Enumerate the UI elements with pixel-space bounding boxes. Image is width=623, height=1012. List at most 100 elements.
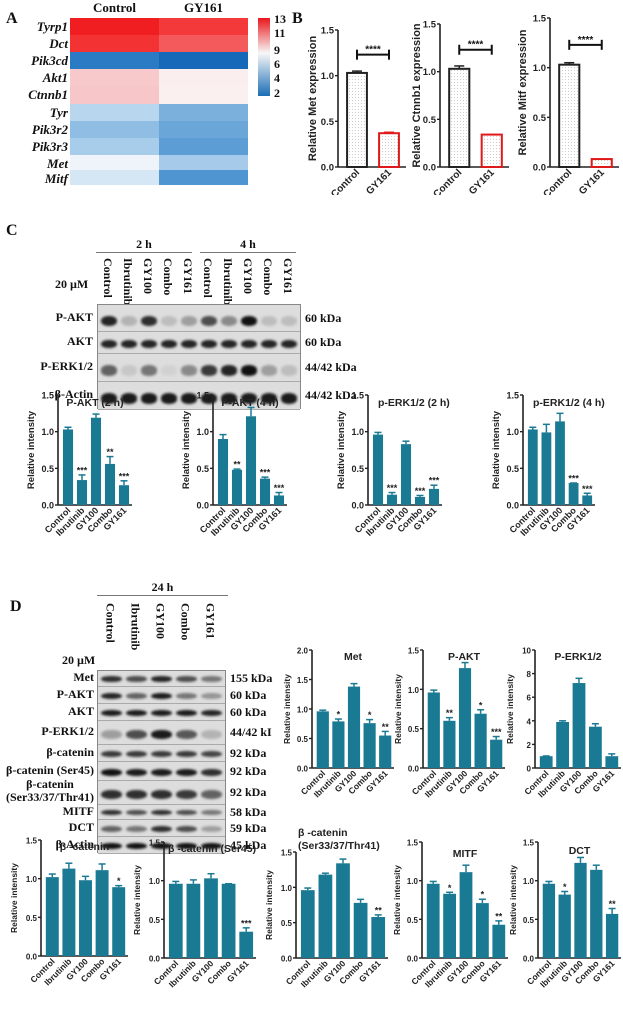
lane-label: Combo: [178, 603, 193, 641]
chart-beta-catenin-ser33: 0.0 0.5 1.0 1.5 Relative intensity Control Ibr…: [260, 825, 390, 1007]
svg-text:0.0: 0.0: [523, 955, 535, 964]
blot-row-label: β-catenin (Ser33/37/Thr41): [6, 777, 94, 804]
protein-band: [261, 365, 277, 376]
protein-band: [101, 676, 122, 683]
svg-text:Relative intensity: Relative intensity: [392, 865, 402, 935]
protein-band: [201, 692, 222, 699]
chart-p-akt-4h: 0.0 0.5 1.0 1.5 Relative intensity Control ** I…: [165, 385, 315, 545]
blot-band-row: [98, 820, 225, 837]
svg-text:1.5: 1.5: [506, 391, 519, 401]
protein-band: [201, 315, 217, 326]
protein-band: [141, 315, 157, 326]
lane-label: Control: [101, 258, 115, 298]
svg-text:0.5: 0.5: [533, 113, 547, 124]
svg-text:****: ****: [578, 35, 594, 46]
svg-text:1.5: 1.5: [423, 20, 437, 31]
protein-band: [176, 709, 197, 716]
svg-text:GY161: GY161: [364, 167, 394, 195]
svg-text:0.0: 0.0: [41, 501, 54, 511]
svg-text:P-AKT: P-AKT: [448, 651, 481, 663]
timepoint-divider: [97, 595, 228, 596]
heatmap-cell: [70, 18, 159, 35]
svg-text:p-ERK1/2 (2 h): p-ERK1/2 (2 h): [378, 397, 450, 409]
blot-band-row: [98, 332, 300, 354]
protein-band: [221, 393, 237, 404]
svg-text:P-AKT (4 h): P-AKT (4 h): [221, 397, 278, 409]
protein-band: [241, 340, 257, 349]
protein-band: [176, 809, 197, 816]
protein-band: [101, 809, 122, 816]
protein-band: [261, 340, 277, 349]
chart-relative-mitf-expression: 0.0 0.5 1.0 1.5 Relative Mitf expression Cont…: [510, 14, 623, 200]
heatmap-row-label: Akt1: [42, 70, 68, 85]
svg-text:***: ***: [274, 483, 285, 493]
protein-band: [201, 365, 217, 376]
svg-text:1.5: 1.5: [196, 391, 209, 401]
blot-row-label: P-ERK1/2: [41, 724, 94, 738]
svg-text:1.0: 1.0: [533, 63, 546, 74]
lane-label: GY161: [181, 258, 195, 294]
svg-text:1.0: 1.0: [196, 427, 209, 437]
svg-text:Relative intensity: Relative intensity: [26, 410, 37, 489]
svg-text:Relative intensity: Relative intensity: [9, 863, 19, 933]
svg-text:0.0: 0.0: [351, 501, 364, 511]
lane-label: GY161: [281, 258, 295, 294]
svg-text:***: ***: [387, 483, 398, 493]
svg-text:Relative intensity: Relative intensity: [508, 865, 518, 935]
protein-band: [151, 730, 172, 740]
chart-p-akt-24h: 0.0 0.5 1.0 1.5 Relative intensity Control ** I…: [393, 640, 507, 810]
blot-row-label: AKT: [67, 703, 94, 718]
protein-band: [121, 315, 137, 326]
molecular-weight-label: 60 kDa: [230, 704, 267, 719]
blot-row-label: MITF: [62, 803, 94, 818]
svg-text:***: ***: [429, 476, 440, 486]
chart-p-erk-2h: 0.0 0.5 1.0 1.5 Relative intensity Control ***…: [320, 385, 470, 545]
protein-band: [181, 315, 197, 326]
svg-text:Relative intensity: Relative intensity: [393, 674, 403, 744]
svg-text:**: **: [375, 905, 383, 915]
blot-band-row: [98, 687, 225, 704]
molecular-weight-label: 92 kDa: [230, 785, 267, 799]
protein-band: [126, 842, 147, 849]
svg-text:*: *: [481, 890, 485, 900]
svg-text:0.0: 0.0: [281, 955, 293, 964]
svg-text:DCT: DCT: [569, 845, 591, 857]
blot-row-label: P-AKT: [55, 309, 93, 324]
protein-band: [281, 393, 297, 404]
timepoint-label: 24 h: [151, 580, 174, 594]
molecular-weight-label: 44/42 kDa: [305, 360, 357, 374]
heatmap-cell: [70, 121, 159, 138]
colorbar-tick-label: 4: [274, 71, 280, 85]
chart-p-erk-4h: 0.0 0.5 1.0 1.5 Relative intensity Control Ibr…: [475, 385, 623, 545]
protein-band: [126, 676, 147, 683]
svg-text:****: ****: [365, 45, 381, 56]
protein-band: [151, 750, 172, 757]
heatmap-column-label: GY161: [184, 0, 223, 15]
svg-text:Met: Met: [344, 651, 363, 663]
svg-text:*: *: [117, 876, 121, 886]
svg-text:β -catenin: β -catenin: [298, 827, 348, 839]
molecular-weight-label: 92 kDa: [230, 745, 267, 760]
svg-text:8: 8: [527, 670, 532, 679]
svg-text:1.0: 1.0: [423, 67, 436, 78]
protein-band: [126, 730, 147, 740]
svg-text:0.0: 0.0: [533, 163, 546, 174]
bar-chart-svg: 0.0 0.5 1.0 1.5 Relative Mitf expression Cont…: [517, 14, 619, 200]
lane-label: GY161: [203, 603, 218, 639]
heatmap-row-label: Tyr: [49, 105, 68, 120]
svg-text:0.5: 0.5: [149, 916, 161, 925]
protein-band: [201, 709, 222, 716]
protein-band: [201, 730, 222, 740]
svg-text:1.0: 1.0: [523, 877, 535, 886]
svg-text:1.0: 1.0: [41, 427, 54, 437]
heatmap-cell: [159, 121, 248, 138]
western-blot-c: 20 µM 2 h 4 h Control Ibrutinib GY100 Combo GY1…: [0, 200, 623, 410]
blot-band-row: [98, 721, 225, 745]
protein-band: [126, 768, 147, 776]
protein-band: [176, 825, 197, 832]
protein-band: [101, 315, 117, 326]
